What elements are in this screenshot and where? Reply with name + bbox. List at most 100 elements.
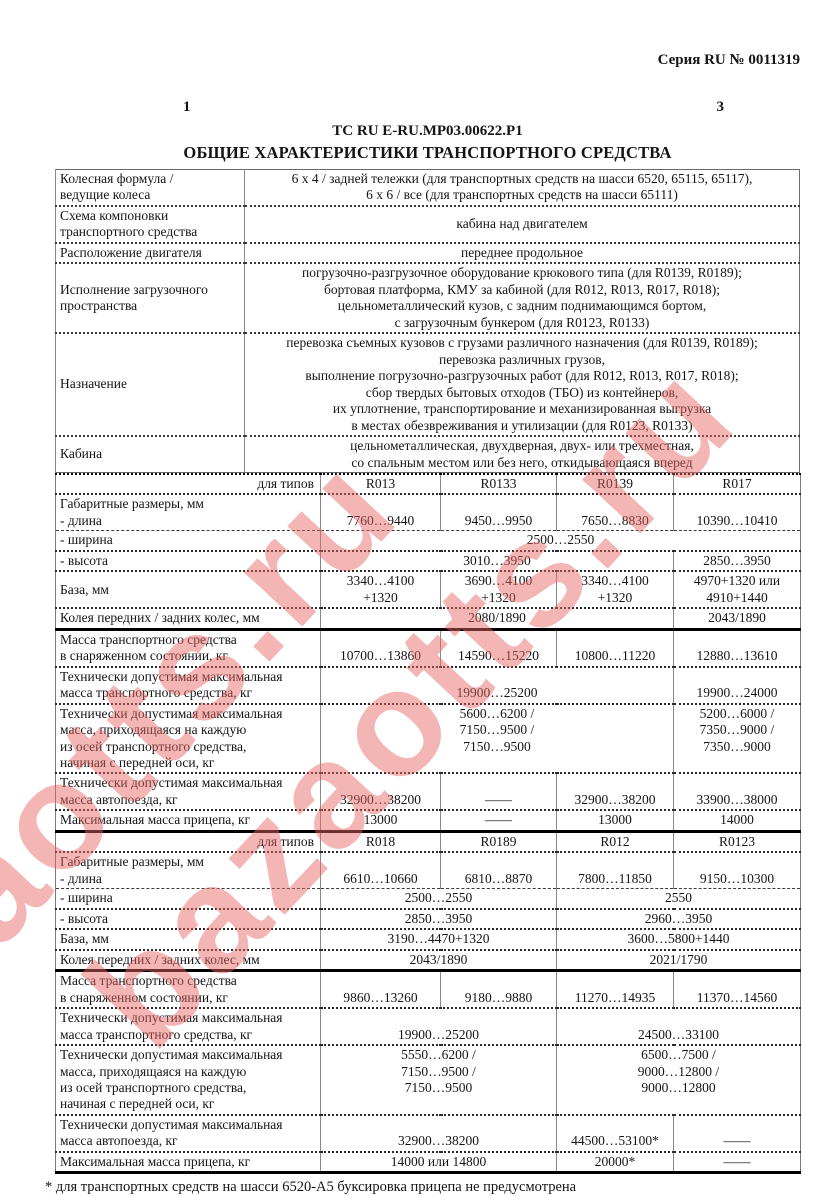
value-cell: 14590…15220: [440, 627, 557, 667]
value-cell: 3190…4470+1320: [320, 928, 557, 950]
table-row: Масса транспортного средства в снаряженно…: [55, 969, 801, 1009]
cell-text: 4910+1440: [706, 589, 768, 605]
row-label: База, мм: [55, 928, 321, 950]
cell-text: 3340…4100: [581, 573, 649, 589]
value-cell: цельнометаллическая, двухдверная, двух- …: [244, 435, 800, 473]
cell-text: 5200…6000 /: [699, 705, 775, 721]
cell-text: 7150…9500 /: [459, 722, 535, 738]
cell-text: 2550: [665, 890, 692, 906]
table-row: - ширина 2500…2550 2550: [55, 888, 801, 909]
cell-text: База, мм: [60, 931, 109, 947]
row-label: Технически допустимая максимальная масса …: [55, 665, 321, 704]
cell-text: Расположение двигателя: [60, 244, 202, 260]
value-cell: 19900…25200: [320, 1007, 557, 1046]
cell-text: с загрузочным бункером (для R0123, R0133…: [394, 314, 650, 330]
table-row: База, мм 3340…4100 +1320 3690…4100 +1320 3340…: [55, 570, 801, 609]
row-label: Технически допустимая максимальная масса,…: [55, 702, 321, 774]
type-name: R012: [556, 829, 674, 853]
cell-text: 10700…13860: [340, 648, 421, 664]
value-cell: 20000*: [556, 1150, 674, 1173]
approval-number: ТС RU E-RU.MP03.00622.P1: [332, 123, 523, 139]
cell-text: 32900…38200: [340, 791, 421, 807]
type-name: R018: [320, 829, 441, 853]
table-row: Расположение двигателя переднее продольно…: [55, 241, 800, 264]
cell-text: 9180…9880: [464, 989, 533, 1005]
cell-text: Максимальная масса прицепа, кг: [60, 1153, 251, 1169]
value-cell: 2043/1890: [320, 948, 557, 971]
cell-text: 7150…9500: [463, 738, 531, 754]
table-row: - ширина 2500…2550: [55, 530, 801, 551]
cell-text: в снаряженном состоянии, кг: [60, 989, 228, 1005]
cell-text: 7350…9000: [703, 738, 771, 754]
cell-text: Технически допустимая максимальная: [60, 668, 283, 684]
row-label: - высота: [55, 549, 321, 572]
type-name: R017: [673, 473, 801, 495]
value-cell: 7650…8830: [556, 493, 674, 531]
row-label: - ширина: [55, 888, 321, 909]
value-cell: кабина над двигателем: [244, 204, 800, 243]
value-cell: ——: [440, 809, 557, 832]
row-label: Габаритные размеры, мм - длина: [55, 493, 321, 531]
value-cell: 3340…4100 +1320: [320, 570, 441, 609]
value-cell: 9180…9880: [440, 969, 557, 1009]
value-cell: 3690…4100 +1320: [440, 570, 557, 609]
cell-text: масса транспортного средства, кг: [60, 1026, 253, 1042]
cell-text: 2850…3950: [703, 552, 771, 568]
table-row: Схема компоновки транспортного средства ка…: [55, 204, 800, 243]
cell-text: 11270…14935: [574, 989, 656, 1005]
document-title: ОБЩИЕ ХАРАКТЕРИСТИКИ ТРАНСПОРТНОГО СРЕДС…: [183, 143, 672, 162]
cell-text: Габаритные размеры, мм: [60, 854, 204, 870]
cell-text: - высота: [60, 552, 108, 568]
type-name: R0133: [440, 473, 557, 495]
value-cell: 10800…11220: [556, 627, 674, 667]
type-name: R0123: [673, 829, 801, 853]
row-label: Колесная формула / ведущие колеса: [55, 169, 245, 206]
row-label: Технически допустимая максимальная масса …: [55, 1113, 321, 1152]
value-cell: ——: [673, 1113, 801, 1152]
cell-text: 6810…8870: [464, 870, 533, 886]
row-label: Максимальная масса прицепа, кг: [55, 1150, 321, 1173]
cell-text: 19900…25200: [398, 1026, 479, 1042]
document-page: Серия RU № 0011319 1 3 ТС RU E-RU.MP03.0…: [45, 0, 801, 1196]
value-cell: 10390…10410: [673, 493, 801, 531]
cell-text: Технически допустимая максимальная: [60, 1010, 283, 1026]
value-cell: 2550: [556, 888, 801, 909]
table-row: Кабина цельнометаллическая, двухдверная, …: [55, 435, 800, 473]
value-cell: 9150…10300: [673, 851, 801, 889]
table-row: Исполнение загрузочного пространства погру…: [55, 262, 800, 334]
cell-text: цельнометаллический кузов, с задним подн…: [337, 298, 707, 314]
cell-text: Максимальная масса прицепа, кг: [60, 812, 251, 828]
value-cell: 9860…13260: [320, 969, 441, 1009]
type-name: R013: [320, 473, 441, 495]
cell-text: - длина: [60, 512, 102, 528]
cell-text: +1320: [363, 589, 398, 605]
cell-text: 9450…9950: [464, 512, 533, 528]
value-cell: ——: [673, 1150, 801, 1173]
table-row: Колея передних / задних колес, мм 2043/18…: [55, 948, 801, 971]
cell-text: 2043/1890: [409, 951, 468, 967]
cell-text: цельнометаллическая, двухдверная, двух- …: [350, 438, 694, 454]
value-cell: 32900…38200: [320, 772, 441, 811]
value-cell: ——: [440, 772, 557, 811]
table-row: Технически допустимая максимальная масса,…: [55, 702, 801, 774]
cell-text: Колея передних / задних колес, мм: [60, 951, 260, 967]
types-label: для типов: [55, 829, 321, 853]
cell-text: 9860…13260: [343, 989, 418, 1005]
row-label: Колея передних / задних колес, мм: [55, 607, 321, 630]
cell-text: масса автопоезда, кг: [60, 791, 178, 807]
cell-text: 24500…33100: [638, 1026, 719, 1042]
series-number: Серия RU № 0011319: [657, 52, 800, 68]
value-cell: 5600…6200 /7150…9500 /7150…9500: [320, 702, 674, 774]
row-label: Схема компоновки транспортного средства: [55, 204, 245, 243]
page-number-right: 3: [716, 99, 725, 115]
value-cell: 5200…6000 /7350…9000 /7350…9000: [673, 702, 801, 774]
value-cell: 2500…2550: [320, 888, 557, 909]
value-cell: перевозка съемных кузовов с грузами разл…: [244, 332, 800, 437]
cell-text: 12880…13610: [696, 648, 778, 664]
cell-text: переднее продольное: [460, 244, 584, 260]
row-label: Габаритные размеры, мм - длина: [55, 851, 321, 889]
table-row: Колесная формула / ведущие колеса 6 х 4 / …: [55, 169, 800, 206]
cell-text: 7150…9500 /: [401, 1063, 476, 1079]
cell-text: 2080/1890: [468, 610, 526, 626]
cell-text: 32900…38200: [398, 1133, 479, 1149]
